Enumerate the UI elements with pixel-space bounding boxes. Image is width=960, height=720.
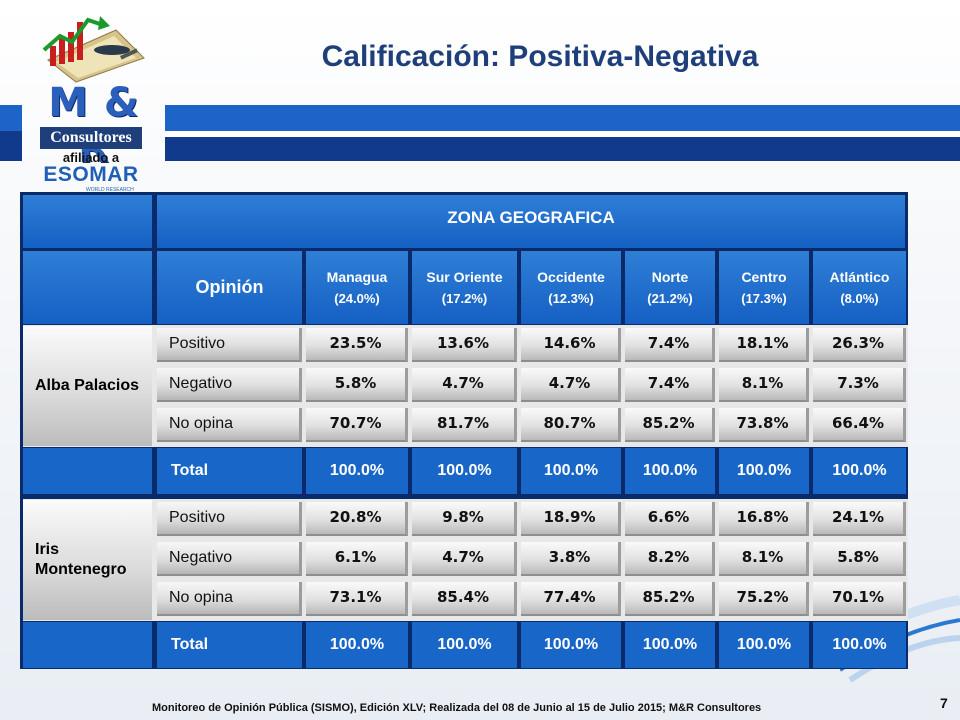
table-cell: 6.1%	[306, 542, 408, 576]
company-logo: M & R Consultores afiliado a ESOMAR WORL…	[26, 10, 156, 193]
zone-share: (8.0%)	[840, 290, 879, 306]
zone-column-header: Occidente (12.3%)	[521, 251, 621, 324]
total-cell: 100.0%	[625, 622, 715, 668]
chart-logo-icon	[42, 16, 145, 83]
table-cell: 4.7%	[521, 368, 621, 402]
header-band-dark	[165, 137, 960, 161]
zone-share: (12.3%)	[548, 290, 594, 306]
table-cell: 85.4%	[412, 582, 517, 616]
header-band	[165, 105, 960, 131]
logo-affiliated: afiliado a	[62, 150, 120, 165]
zone-header: ZONA GEOGRAFICA	[157, 195, 905, 248]
table-cell: 3.8%	[521, 542, 621, 576]
header-band-dark	[0, 131, 22, 161]
total-cell: 100.0%	[719, 448, 809, 494]
zone-share: (24.0%)	[334, 290, 380, 306]
total-cell: 100.0%	[521, 448, 621, 494]
header-corner	[23, 195, 152, 248]
zone-share: (17.3%)	[741, 290, 787, 306]
zone-column-header: Centro (17.3%)	[719, 251, 809, 324]
opinion-label: Positivo	[157, 502, 302, 536]
table-cell: 81.7%	[412, 408, 517, 442]
opinion-label: Positivo	[157, 328, 302, 362]
table-cell: 5.8%	[306, 368, 408, 402]
zone-share: (21.2%)	[647, 290, 693, 306]
logo-esomar: ESOMAR	[43, 163, 139, 186]
table-cell: 8.1%	[719, 542, 809, 576]
total-corner	[23, 448, 152, 494]
table-cell: 9.8%	[412, 502, 517, 536]
table-cell: 14.6%	[521, 328, 621, 362]
total-corner	[23, 622, 152, 668]
table-cell: 80.7%	[521, 408, 621, 442]
table-cell: 5.8%	[813, 542, 906, 576]
zone-column-header: Sur Oriente (17.2%)	[412, 251, 517, 324]
results-table: ZONA GEOGRAFICA Opinión Managua (24.0%) Sur …	[20, 192, 908, 669]
zone-name: Centro	[741, 268, 787, 285]
total-cell: 100.0%	[521, 622, 621, 668]
total-cell: 100.0%	[306, 622, 408, 668]
zone-name: Occidente	[537, 268, 605, 285]
page-title: Calificación: Positiva-Negativa	[321, 40, 759, 73]
table-cell: 26.3%	[813, 328, 906, 362]
table-cell: 6.6%	[625, 502, 715, 536]
header-corner	[23, 251, 152, 324]
total-label: Total	[157, 448, 302, 494]
table-cell: 77.4%	[521, 582, 621, 616]
header-band-divider	[165, 131, 960, 137]
table-cell: 8.1%	[719, 368, 809, 402]
table-cell: 73.1%	[306, 582, 408, 616]
logo-esomar-sub: WORLD RESEARCH	[86, 187, 134, 193]
table-cell: 20.8%	[306, 502, 408, 536]
logo-name: Consultores	[40, 127, 142, 149]
footer-note: Monitoreo de Opinión Pública (SISMO), Ed…	[152, 702, 762, 714]
table-cell: 23.5%	[306, 328, 408, 362]
candidate-name: Iris Montenegro	[23, 500, 152, 620]
page-number: 7	[940, 695, 948, 711]
zone-name: Atlántico	[829, 268, 890, 285]
opinion-header: Opinión	[157, 251, 302, 324]
table-cell: 85.2%	[625, 582, 715, 616]
zone-column-header: Atlántico (8.0%)	[813, 251, 906, 324]
total-label: Total	[157, 622, 302, 668]
table-cell: 7.4%	[625, 368, 715, 402]
table-cell: 85.2%	[625, 408, 715, 442]
table-cell: 75.2%	[719, 582, 809, 616]
table-cell: 18.1%	[719, 328, 809, 362]
total-cell: 100.0%	[813, 448, 906, 494]
table-cell: 8.2%	[625, 542, 715, 576]
table-cell: 70.7%	[306, 408, 408, 442]
table-cell: 18.9%	[521, 502, 621, 536]
total-cell: 100.0%	[813, 622, 906, 668]
table-cell: 73.8%	[719, 408, 809, 442]
zone-name: Managua	[326, 268, 388, 285]
opinion-label: No opina	[157, 582, 302, 616]
table-cell: 13.6%	[412, 328, 517, 362]
table-cell: 16.8%	[719, 502, 809, 536]
table-cell: 7.3%	[813, 368, 906, 402]
total-cell: 100.0%	[412, 448, 517, 494]
table-cell: 24.1%	[813, 502, 906, 536]
opinion-label: Negativo	[157, 368, 302, 402]
total-cell: 100.0%	[306, 448, 408, 494]
table-cell: 4.7%	[412, 542, 517, 576]
zone-column-header: Norte (21.2%)	[625, 251, 715, 324]
table-cell: 66.4%	[813, 408, 906, 442]
zone-name: Sur Oriente	[426, 268, 503, 285]
candidate-name: Alba Palacios	[23, 326, 152, 446]
total-cell: 100.0%	[412, 622, 517, 668]
zone-name: Norte	[651, 268, 689, 285]
total-cell: 100.0%	[719, 622, 809, 668]
table-cell: 4.7%	[412, 368, 517, 402]
zone-column-header: Managua (24.0%)	[306, 251, 408, 324]
table-cell: 70.1%	[813, 582, 906, 616]
opinion-label: No opina	[157, 408, 302, 442]
zone-share: (17.2%)	[441, 290, 488, 306]
opinion-label: Negativo	[157, 542, 302, 576]
total-cell: 100.0%	[625, 448, 715, 494]
table-cell: 7.4%	[625, 328, 715, 362]
